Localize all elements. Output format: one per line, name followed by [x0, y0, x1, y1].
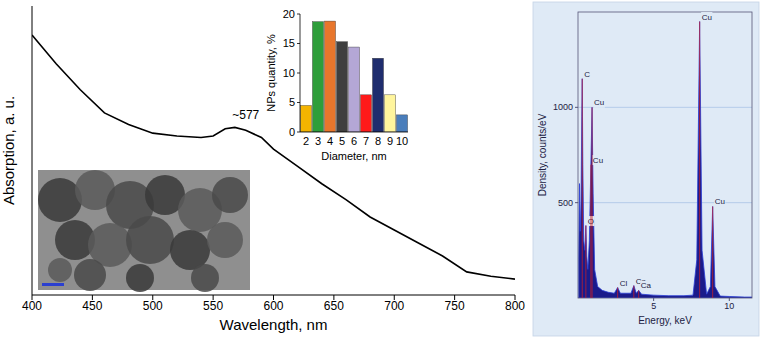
peak-marker: [590, 165, 591, 298]
x-tick-label: 550: [203, 299, 223, 313]
y-tick-label: 0: [289, 126, 295, 138]
y-axis-title: Absorption, a. u.: [0, 96, 17, 205]
y-tick: [575, 202, 578, 203]
peak-marker: [592, 107, 593, 298]
bar: [372, 58, 383, 132]
label-patch: [584, 69, 591, 79]
annotation: ~577: [232, 108, 259, 122]
x-tick-label: 2: [303, 135, 309, 147]
x-tick-label: 650: [324, 299, 344, 313]
figure: 400450500550600650700750800Wavelength, n…: [0, 0, 763, 339]
scale-bar: [42, 283, 64, 286]
x-tick-label: 5: [651, 301, 656, 311]
bar: [336, 42, 347, 132]
bar: [324, 21, 335, 132]
eds-panel: [533, 2, 759, 336]
x-tick-label: 4: [327, 135, 333, 147]
peak-marker: [585, 226, 586, 298]
label-patch: [701, 12, 712, 22]
x-axis-title: Energy, keV: [638, 315, 692, 326]
y-tick: [575, 107, 578, 108]
label-patch: [714, 197, 725, 207]
y-tick: [297, 43, 300, 44]
x-axis-title: Wavelength, nm: [220, 316, 328, 333]
label-patch: [594, 98, 605, 108]
y-tick: [297, 73, 300, 74]
particle: [126, 216, 174, 264]
y-tick-label: 20: [283, 8, 295, 20]
peak-label: Cu: [594, 98, 604, 107]
data-group: [579, 22, 752, 298]
peak-marker: [582, 79, 583, 298]
x-tick-label: 700: [384, 299, 404, 313]
x-axis: [300, 132, 408, 133]
y-tick: [297, 102, 300, 103]
plot-2: 5 10 500 1000 Energy, keV Density, counts/eV C…: [537, 12, 752, 326]
peak-marker: [699, 22, 700, 298]
y-tick-label: 500: [558, 198, 573, 208]
grid-line: [578, 202, 752, 203]
label-patch: [592, 155, 603, 165]
label-patch: [619, 278, 628, 288]
bars: [300, 21, 407, 132]
x-tick-label: 400: [22, 299, 42, 313]
label-patch: [640, 281, 652, 291]
particle: [212, 177, 248, 213]
y-axis: [32, 6, 33, 295]
x-tick-label: 10: [396, 135, 408, 147]
peak-label: C: [584, 70, 590, 79]
particle: [126, 264, 154, 292]
x-tick-label: 800: [505, 299, 525, 313]
peak-label: Cu: [715, 197, 725, 206]
y-tick-label: 15: [283, 37, 295, 49]
y-tick-label: 10: [283, 67, 295, 79]
peak-marker: [617, 288, 618, 298]
bar: [360, 95, 371, 132]
plot-frame: [578, 12, 752, 298]
peak-label: Cl: [620, 279, 628, 288]
x-tick-label: 750: [445, 299, 465, 313]
spectrum-area: [579, 22, 752, 298]
y-tick: [297, 14, 300, 15]
inset-ground: [299, 11, 411, 132]
x-tick-label: 8: [375, 135, 381, 147]
peak-marker: [633, 286, 634, 298]
x-tick-label: 500: [143, 299, 163, 313]
particle: [191, 264, 219, 292]
data-group: [32, 35, 515, 279]
x-tick-label: 600: [263, 299, 283, 313]
histogram-inset: 051015202345678910Diameter, nmNPs quanti…: [265, 8, 411, 162]
x-tick-label: 9: [387, 135, 393, 147]
bar: [384, 95, 395, 132]
particle: [74, 259, 106, 291]
x-axis-title: Diameter, nm: [321, 150, 386, 162]
x-tick-label: 450: [82, 299, 102, 313]
particle: [207, 222, 243, 258]
particle: [48, 258, 72, 282]
y-tick-label: 1000: [553, 102, 573, 112]
particle: [170, 230, 210, 270]
peak-marker: [638, 290, 639, 298]
peak-marker: [712, 206, 713, 298]
y-tick-label: 5: [289, 96, 295, 108]
x-tick-label: 3: [315, 135, 321, 147]
peak-label: Cu: [593, 156, 603, 165]
y-axis-title: Density, counts/eV: [537, 113, 548, 196]
bar: [312, 22, 323, 132]
peak-label: Ca: [641, 281, 652, 290]
x-tick-label: 7: [363, 135, 369, 147]
y-tick: [297, 132, 300, 133]
y-axis-title: NPs quantity, %: [265, 34, 277, 112]
x-tick-label: 5: [339, 135, 345, 147]
bar: [300, 105, 311, 132]
bar: [348, 47, 359, 132]
tem-image: [38, 170, 250, 292]
peak-label: Cu: [702, 13, 712, 22]
plot-0: 400450500550600650700750800Wavelength, n…: [0, 6, 525, 333]
bar: [396, 115, 407, 132]
particle: [38, 178, 82, 222]
spectrum-line: [32, 35, 515, 279]
x-tick-label: 10: [724, 301, 734, 311]
x-tick-label: 6: [351, 135, 357, 147]
